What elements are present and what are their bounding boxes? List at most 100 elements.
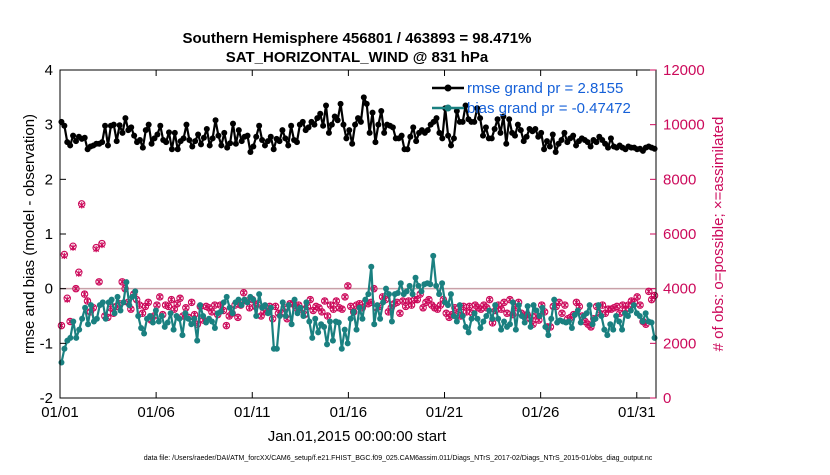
bias-marker bbox=[616, 318, 623, 325]
bias-marker bbox=[383, 285, 390, 292]
rmse-marker bbox=[270, 146, 277, 153]
rmse-marker bbox=[136, 136, 143, 143]
bias-marker bbox=[462, 323, 469, 330]
bias-marker bbox=[468, 315, 475, 322]
bias-marker bbox=[324, 341, 331, 348]
bias-marker bbox=[135, 313, 142, 319]
bias-marker bbox=[583, 310, 590, 317]
rmse-marker bbox=[352, 121, 359, 128]
obs-assimilated-marker bbox=[637, 301, 644, 309]
rmse-marker bbox=[299, 118, 306, 125]
bias-marker bbox=[465, 329, 472, 336]
bias-marker bbox=[498, 326, 505, 333]
obs-assimilated-marker bbox=[72, 285, 79, 292]
y-tick-label: 1 bbox=[45, 226, 53, 243]
bias-marker bbox=[527, 323, 534, 330]
data-file-footer: data file: /Users/raeder/DAI/ATM_forcXX/… bbox=[144, 455, 653, 462]
rmse-marker bbox=[369, 109, 376, 116]
bias-marker bbox=[630, 302, 637, 309]
bias-marker bbox=[368, 263, 375, 270]
obs-assimilated-marker bbox=[613, 303, 620, 310]
rmse-marker bbox=[558, 136, 565, 143]
bias-marker bbox=[388, 318, 395, 325]
bias-marker bbox=[99, 299, 106, 306]
bias-marker bbox=[545, 332, 552, 339]
obs-assimilated-marker bbox=[206, 304, 212, 311]
obs-assimilated-marker bbox=[634, 293, 641, 301]
rmse-marker bbox=[587, 143, 594, 150]
obs-assimilated-marker bbox=[327, 301, 334, 309]
rmse-marker bbox=[651, 145, 658, 152]
bias-marker bbox=[170, 326, 177, 333]
rmse-marker bbox=[256, 122, 263, 129]
bias-marker bbox=[182, 310, 189, 317]
bias-marker bbox=[229, 310, 236, 317]
bias-marker bbox=[67, 334, 74, 341]
bias-marker bbox=[167, 310, 174, 317]
rmse-marker bbox=[192, 138, 199, 145]
bias-marker bbox=[613, 313, 620, 319]
rmse-marker bbox=[174, 146, 181, 153]
x-tick-label: 01/01 bbox=[41, 404, 79, 421]
obs-assimilated-marker bbox=[475, 304, 482, 311]
rmse-marker bbox=[398, 132, 405, 139]
rmse-marker bbox=[474, 105, 481, 112]
rmse-marker bbox=[253, 133, 260, 140]
bias-marker bbox=[480, 318, 487, 325]
y-tick-label-right: 12000 bbox=[663, 62, 705, 79]
rmse-marker bbox=[227, 140, 234, 147]
rmse-marker bbox=[238, 138, 245, 145]
rmse-marker bbox=[546, 143, 553, 150]
rmse-marker bbox=[523, 133, 530, 140]
rmse-marker bbox=[209, 135, 216, 142]
rmse-marker bbox=[325, 129, 332, 136]
rmse-marker bbox=[70, 132, 77, 139]
obs-assimilated-marker bbox=[333, 297, 340, 305]
rmse-marker bbox=[261, 142, 268, 149]
obs-assimilated-marker bbox=[420, 304, 427, 311]
bias-marker bbox=[291, 296, 298, 303]
rmse-marker bbox=[186, 136, 193, 143]
rmse-marker bbox=[511, 132, 518, 139]
rmse-marker bbox=[247, 149, 254, 155]
obs-assimilated-marker bbox=[142, 303, 149, 310]
bias-marker bbox=[521, 319, 528, 326]
rmse-marker bbox=[102, 122, 109, 129]
bias-marker bbox=[430, 252, 437, 259]
bias-marker bbox=[501, 318, 508, 325]
y-tick-label: -2 bbox=[40, 390, 53, 407]
rmse-marker bbox=[110, 121, 117, 128]
rmse-marker bbox=[139, 144, 146, 151]
bias-marker bbox=[179, 332, 186, 339]
rmse-marker bbox=[357, 118, 364, 125]
obs-assimilated-marker bbox=[339, 305, 346, 313]
x-tick-label: 01/31 bbox=[618, 404, 656, 421]
rmse-marker bbox=[497, 129, 504, 136]
rmse-marker bbox=[171, 129, 178, 136]
y-tick-label: 4 bbox=[45, 62, 53, 79]
bias-marker bbox=[495, 315, 502, 322]
bias-marker bbox=[356, 304, 363, 311]
bias-marker bbox=[347, 315, 354, 322]
rmse-marker bbox=[259, 136, 266, 143]
obs-assimilated-marker bbox=[171, 305, 178, 313]
bias-marker bbox=[648, 319, 655, 326]
obs-assimilated-marker bbox=[165, 303, 172, 310]
rmse-marker bbox=[389, 124, 396, 131]
bias-marker bbox=[303, 299, 310, 306]
rmse-marker bbox=[198, 141, 205, 148]
bias-marker bbox=[338, 345, 345, 352]
obs-assimilated-marker bbox=[96, 278, 103, 286]
obs-assimilated-marker bbox=[645, 288, 652, 295]
y-tick-label: 3 bbox=[45, 117, 53, 134]
bias-marker bbox=[447, 291, 454, 298]
bias-marker bbox=[279, 299, 286, 306]
rmse-marker bbox=[514, 121, 521, 128]
bias-marker bbox=[610, 326, 617, 333]
bias-marker bbox=[524, 303, 531, 310]
obs-assimilated-marker bbox=[486, 296, 493, 303]
bias-marker bbox=[565, 318, 572, 325]
rmse-marker bbox=[244, 132, 251, 139]
rmse-marker bbox=[448, 142, 455, 149]
